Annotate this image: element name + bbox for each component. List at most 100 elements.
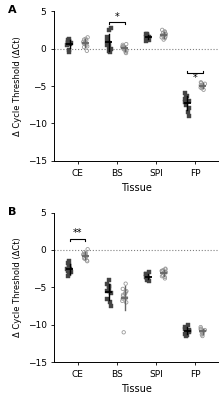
Point bbox=[200, 80, 203, 86]
Point bbox=[201, 84, 204, 90]
Point bbox=[107, 27, 110, 33]
Point bbox=[122, 46, 125, 52]
Point bbox=[106, 42, 109, 48]
Point bbox=[83, 39, 87, 46]
Point bbox=[202, 86, 205, 93]
X-axis label: Tissue: Tissue bbox=[121, 384, 152, 394]
Point bbox=[125, 288, 128, 294]
Point bbox=[66, 37, 70, 44]
Point bbox=[199, 324, 202, 330]
Point bbox=[147, 34, 151, 40]
Point bbox=[147, 274, 150, 281]
Point bbox=[145, 31, 149, 38]
Point bbox=[145, 272, 149, 279]
Point bbox=[161, 30, 165, 36]
Point bbox=[82, 44, 86, 50]
Point bbox=[82, 249, 86, 256]
Point bbox=[145, 33, 149, 39]
Point bbox=[124, 45, 128, 52]
Point bbox=[67, 263, 71, 270]
Point bbox=[164, 266, 167, 272]
Point bbox=[163, 28, 166, 34]
Point bbox=[185, 331, 189, 338]
Point bbox=[162, 33, 165, 39]
Point bbox=[125, 48, 128, 54]
Point bbox=[121, 292, 125, 298]
Point bbox=[107, 48, 110, 54]
Point bbox=[144, 271, 148, 277]
Point bbox=[84, 250, 88, 256]
Point bbox=[124, 280, 127, 287]
Point bbox=[200, 329, 204, 336]
Point bbox=[144, 271, 148, 277]
Point bbox=[147, 269, 151, 276]
Point bbox=[200, 331, 204, 338]
Point bbox=[85, 43, 89, 50]
Point bbox=[121, 298, 124, 304]
Text: *: * bbox=[193, 73, 197, 83]
Point bbox=[144, 274, 148, 280]
Point bbox=[107, 277, 110, 283]
Point bbox=[69, 39, 73, 46]
Point bbox=[84, 42, 88, 48]
Text: B: B bbox=[8, 206, 17, 216]
Point bbox=[160, 34, 164, 40]
Point bbox=[145, 273, 149, 279]
Point bbox=[66, 266, 69, 272]
Point bbox=[66, 42, 69, 48]
Point bbox=[69, 269, 73, 276]
Point bbox=[67, 260, 70, 267]
Point bbox=[183, 326, 187, 332]
Point bbox=[121, 45, 125, 51]
Point bbox=[125, 41, 128, 47]
Point bbox=[187, 109, 190, 116]
Point bbox=[107, 284, 111, 290]
Point bbox=[68, 41, 72, 47]
Text: *: * bbox=[114, 12, 119, 22]
Point bbox=[82, 39, 85, 45]
Point bbox=[164, 266, 167, 273]
Text: **: ** bbox=[73, 228, 82, 238]
Point bbox=[86, 246, 89, 252]
Point bbox=[160, 268, 164, 274]
Point bbox=[163, 275, 167, 282]
Point bbox=[164, 30, 167, 37]
Point bbox=[187, 329, 191, 336]
Point bbox=[123, 290, 127, 296]
Point bbox=[105, 38, 108, 44]
Point bbox=[109, 24, 113, 31]
Point bbox=[201, 81, 204, 88]
Point bbox=[67, 258, 71, 264]
Point bbox=[66, 268, 70, 274]
Point bbox=[199, 325, 203, 332]
Point bbox=[145, 32, 149, 38]
Point bbox=[200, 328, 203, 335]
Point bbox=[68, 262, 71, 268]
Point bbox=[145, 277, 149, 283]
Point bbox=[185, 92, 189, 99]
Point bbox=[200, 83, 204, 89]
Point bbox=[84, 37, 88, 44]
Point bbox=[188, 113, 191, 119]
Point bbox=[122, 329, 125, 336]
Point bbox=[66, 273, 70, 279]
Point bbox=[84, 253, 88, 259]
Point bbox=[67, 49, 71, 56]
Point bbox=[109, 290, 112, 296]
Point bbox=[105, 34, 108, 40]
Point bbox=[121, 43, 125, 50]
Point bbox=[121, 44, 124, 50]
Point bbox=[67, 40, 70, 46]
Point bbox=[67, 36, 71, 42]
Point bbox=[108, 299, 112, 306]
Point bbox=[187, 322, 190, 328]
Point bbox=[163, 29, 167, 35]
Point bbox=[147, 35, 150, 41]
Point bbox=[82, 251, 85, 258]
Point bbox=[183, 96, 187, 103]
Point bbox=[144, 38, 148, 44]
Point bbox=[85, 257, 89, 264]
Point bbox=[68, 38, 71, 44]
Point bbox=[162, 36, 166, 43]
Point bbox=[187, 327, 191, 333]
